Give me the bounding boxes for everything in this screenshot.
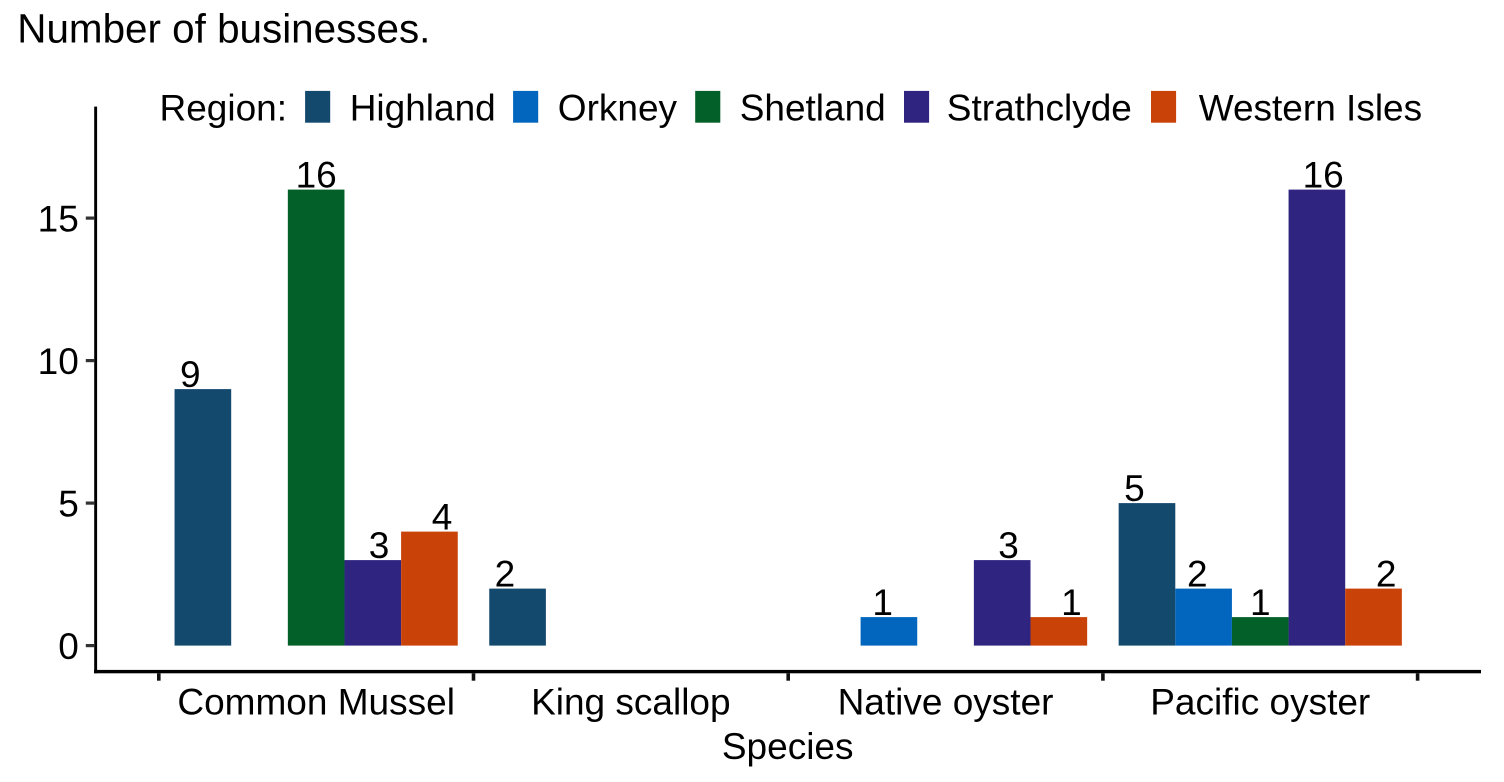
svg-text:5: 5 [1124, 468, 1145, 509]
svg-text:3: 3 [369, 525, 390, 566]
svg-text:King scallop: King scallop [531, 681, 731, 722]
svg-text:15: 15 [38, 198, 79, 239]
svg-text:4: 4 [432, 497, 453, 538]
svg-text:Shetland: Shetland [740, 87, 886, 128]
svg-text:Native oyster: Native oyster [838, 681, 1054, 722]
svg-text:0: 0 [58, 626, 79, 667]
svg-text:3: 3 [998, 525, 1019, 566]
svg-text:10: 10 [38, 341, 79, 382]
svg-text:1: 1 [1250, 582, 1271, 623]
svg-text:2: 2 [495, 554, 516, 595]
svg-text:Orkney: Orkney [558, 87, 678, 128]
svg-text:Western Isles: Western Isles [1199, 87, 1422, 128]
svg-text:9: 9 [180, 354, 201, 395]
svg-text:2: 2 [1187, 554, 1208, 595]
svg-text:5: 5 [58, 483, 79, 524]
svg-text:1: 1 [1061, 582, 1082, 623]
svg-text:Pacific oyster: Pacific oyster [1150, 681, 1370, 722]
svg-text:Species: Species [722, 726, 854, 767]
svg-text:Number of businesses.: Number of businesses. [17, 6, 430, 52]
svg-text:16: 16 [296, 155, 337, 196]
svg-text:Strathclyde: Strathclyde [947, 87, 1132, 128]
svg-text:Highland: Highland [350, 87, 496, 128]
svg-text:Common Mussel: Common Mussel [177, 681, 455, 722]
svg-text:Region:: Region: [160, 87, 288, 128]
svg-text:16: 16 [1303, 155, 1344, 196]
svg-text:1: 1 [872, 582, 893, 623]
svg-text:2: 2 [1376, 554, 1397, 595]
